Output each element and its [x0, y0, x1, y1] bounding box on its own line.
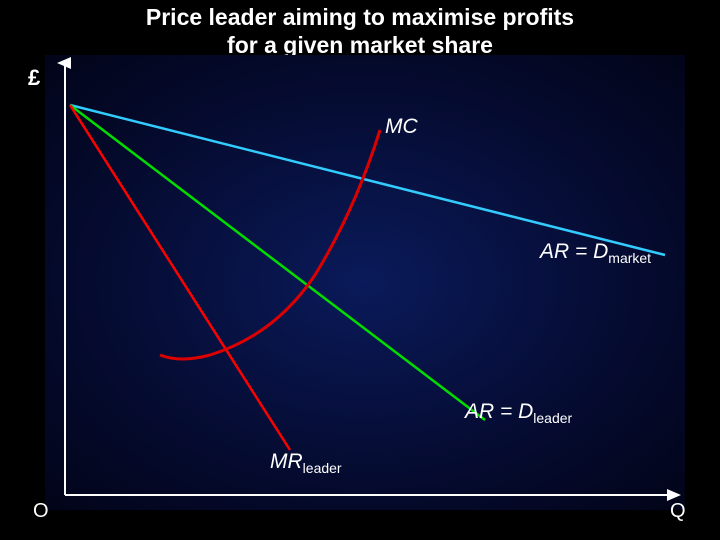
x-axis-label: Q — [670, 500, 686, 523]
chart-area: MC AR = Dmarket AR = Dleader MRleader — [45, 55, 685, 510]
title-line-2: for a given market share — [227, 32, 493, 58]
origin-label: O — [33, 500, 49, 523]
mr-leader-line — [70, 105, 290, 450]
mc-label: MC — [385, 115, 418, 139]
title-line-1: Price leader aiming to maximise profits — [146, 4, 574, 30]
mr-leader-label: MRleader — [270, 450, 342, 476]
chart-title: Price leader aiming to maximise profits … — [0, 4, 720, 59]
ar-leader-label: AR = Dleader — [465, 400, 572, 426]
chart-svg — [45, 55, 685, 510]
mc-curve — [160, 130, 380, 359]
ar-market-label: AR = Dmarket — [540, 240, 651, 266]
y-axis-label: £ — [28, 65, 40, 91]
d-market-line — [70, 105, 665, 255]
d-leader-line — [70, 105, 485, 420]
